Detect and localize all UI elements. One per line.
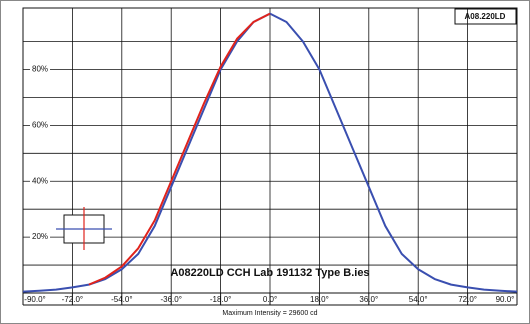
y-tick-label: 40% [32, 176, 48, 185]
y-tick-bg [30, 176, 50, 187]
chart-title: A08220LD CCH Lab 191132 Type B.ies [170, 267, 369, 279]
x-tick-label: 0.0° [263, 295, 277, 304]
grid: -90.0° -72.0° -54.0° -36.0° -18.0° 0.0° 18.0° 3… [22, 8, 518, 306]
y-tick-bg [30, 232, 50, 243]
y-tick-bg [30, 64, 50, 75]
x-tick-label: 36.0° [359, 295, 378, 304]
x-tick-label: -18.0° [210, 295, 231, 304]
y-tick-bg [30, 120, 50, 131]
x-tick-label: -90.0° [24, 295, 45, 304]
y-tick-label: 80% [32, 65, 48, 74]
marks [22, 12, 518, 293]
x-tick-label: -36.0° [160, 295, 181, 304]
y-tick-label: 60% [32, 120, 48, 129]
x-tick-label: 90.0° [496, 295, 515, 304]
x-tick-label: -54.0° [111, 295, 132, 304]
badge-box [454, 8, 517, 25]
y-tick-label: 20% [32, 232, 48, 241]
badge: A08.220LD [465, 12, 506, 21]
x-tick-label: 72.0° [458, 295, 477, 304]
x-tick-label: 18.0° [310, 295, 329, 304]
legend-icon [56, 207, 112, 250]
x-tick-label: 54.0° [409, 295, 428, 304]
x-tick-label: -72.0° [62, 295, 83, 304]
x-axis-label: Maximum Intensity = 29600 cd [222, 310, 317, 317]
series-line [88, 12, 271, 286]
